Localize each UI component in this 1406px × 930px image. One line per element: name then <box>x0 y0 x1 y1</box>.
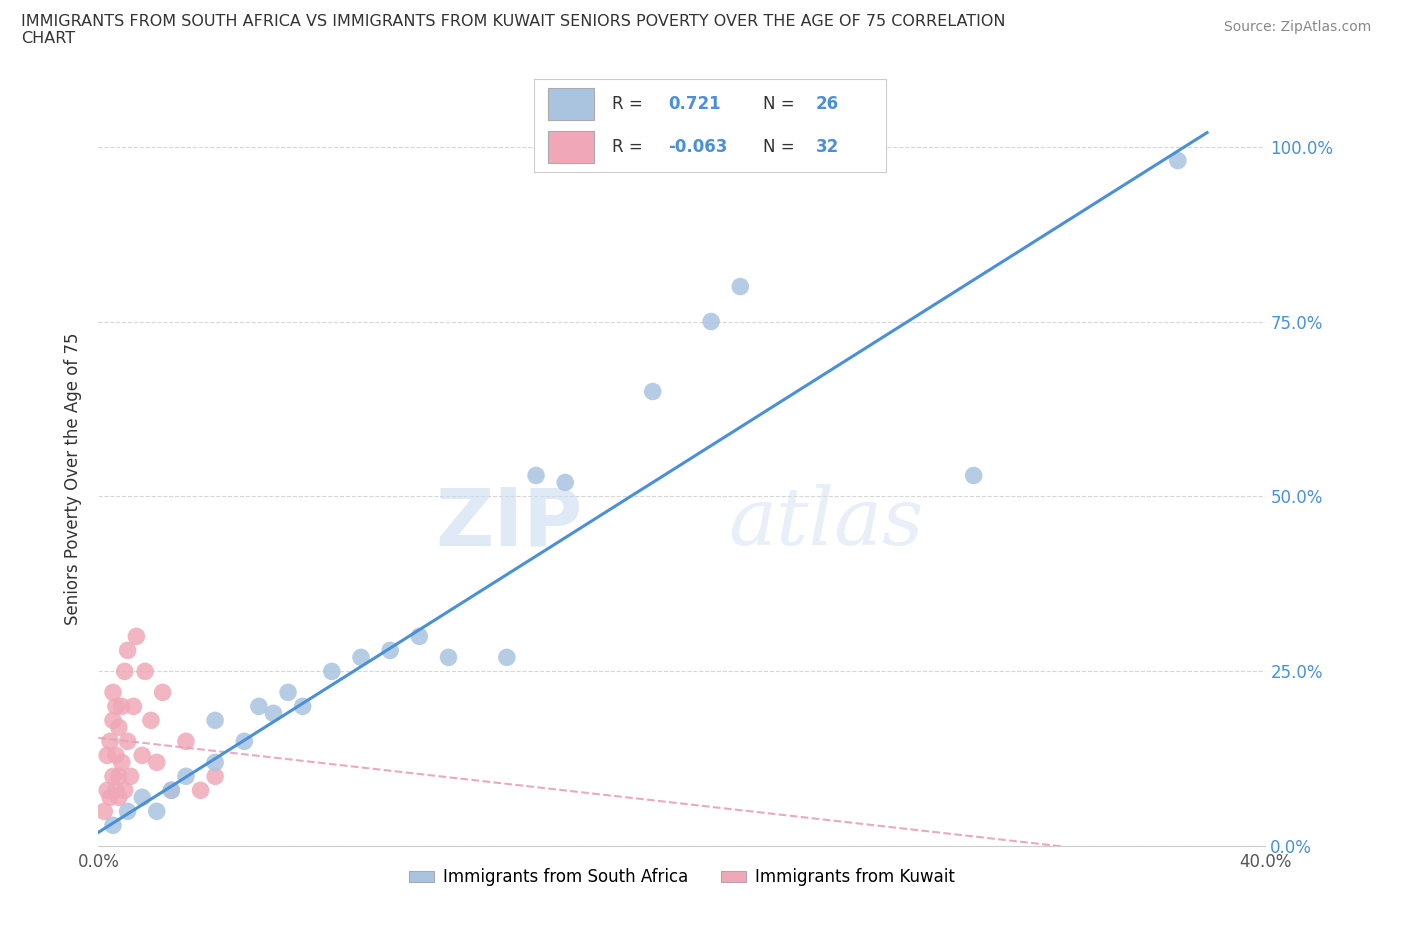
Point <box>108 790 131 804</box>
Legend: Immigrants from South Africa, Immigrants from Kuwait: Immigrants from South Africa, Immigrants… <box>402 862 962 893</box>
Point <box>495 650 517 665</box>
FancyBboxPatch shape <box>548 131 593 163</box>
Point <box>350 650 373 665</box>
Point <box>160 783 183 798</box>
Point <box>277 684 299 699</box>
Point <box>111 755 134 770</box>
Text: N =: N = <box>762 138 800 156</box>
Point <box>321 664 343 679</box>
Point <box>131 790 153 804</box>
Point <box>146 755 169 770</box>
Point <box>117 734 139 749</box>
Point <box>1167 153 1189 168</box>
Point <box>101 713 124 728</box>
Point <box>204 769 226 784</box>
Point <box>204 713 226 728</box>
Point <box>291 699 314 714</box>
Point <box>641 384 664 399</box>
Point <box>96 783 118 798</box>
Point <box>101 817 124 832</box>
Point <box>139 713 162 728</box>
Point <box>104 699 127 714</box>
Point <box>728 279 751 294</box>
Point <box>108 769 131 784</box>
Point <box>104 748 127 763</box>
Point <box>962 468 984 483</box>
Text: 26: 26 <box>815 95 838 113</box>
Text: IMMIGRANTS FROM SOUTH AFRICA VS IMMIGRANTS FROM KUWAIT SENIORS POVERTY OVER THE : IMMIGRANTS FROM SOUTH AFRICA VS IMMIGRAN… <box>21 14 1005 29</box>
Point <box>190 783 212 798</box>
Text: 0.721: 0.721 <box>668 95 720 113</box>
Point <box>152 684 174 699</box>
Point <box>108 720 131 735</box>
Point <box>117 804 139 818</box>
Point <box>554 475 576 490</box>
Point <box>114 664 136 679</box>
Point <box>120 769 142 784</box>
Point <box>122 699 145 714</box>
Text: ZIP: ZIP <box>436 484 582 562</box>
Point <box>98 790 121 804</box>
Text: 32: 32 <box>815 138 839 156</box>
Y-axis label: Seniors Poverty Over the Age of 75: Seniors Poverty Over the Age of 75 <box>65 333 83 625</box>
Point <box>408 629 430 644</box>
Point <box>111 699 134 714</box>
Point <box>114 783 136 798</box>
Point <box>204 755 226 770</box>
Point <box>524 468 547 483</box>
Point <box>700 314 723 329</box>
Point <box>101 684 124 699</box>
Point <box>233 734 256 749</box>
Point <box>378 643 402 658</box>
Point <box>262 706 284 721</box>
Text: R =: R = <box>612 95 648 113</box>
Point <box>160 783 183 798</box>
Point <box>174 734 197 749</box>
Point <box>437 650 460 665</box>
Text: Source: ZipAtlas.com: Source: ZipAtlas.com <box>1223 20 1371 34</box>
Point <box>98 734 121 749</box>
Text: CHART: CHART <box>21 31 75 46</box>
Point <box>125 629 148 644</box>
Point <box>174 769 197 784</box>
Point <box>247 699 270 714</box>
Text: R =: R = <box>612 138 648 156</box>
FancyBboxPatch shape <box>548 88 593 120</box>
Point <box>146 804 169 818</box>
Text: N =: N = <box>762 95 800 113</box>
Point <box>101 769 124 784</box>
Point <box>134 664 156 679</box>
Point <box>96 748 118 763</box>
Point <box>131 748 153 763</box>
Point <box>104 783 127 798</box>
Text: -0.063: -0.063 <box>668 138 727 156</box>
Text: atlas: atlas <box>728 485 924 562</box>
Point <box>93 804 115 818</box>
Point <box>117 643 139 658</box>
